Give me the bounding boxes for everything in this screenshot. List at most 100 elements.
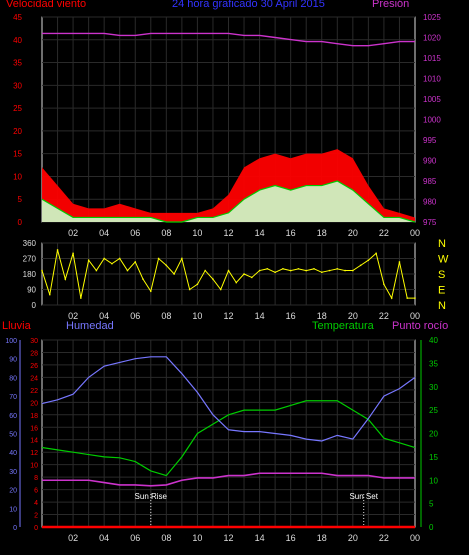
climate-x-tick: 10 xyxy=(192,533,202,543)
climate-x-tick: 00 xyxy=(410,533,420,543)
rain-y-tick: 24 xyxy=(30,375,38,382)
direction-x-tick: 22 xyxy=(379,311,389,321)
rain-y-tick: 14 xyxy=(30,438,38,445)
sun-event-label: Sun Rise xyxy=(135,492,168,501)
sun-event-label: Sun Set xyxy=(349,492,378,501)
wind-y-tick: 45 xyxy=(13,13,22,22)
direction-point xyxy=(297,268,300,270)
direction-point xyxy=(414,297,416,299)
direction-point xyxy=(235,281,237,284)
rain-y-tick: 28 xyxy=(30,350,38,357)
rain-y-tick: 6 xyxy=(34,488,38,495)
direction-point xyxy=(188,288,191,291)
temperature-y-tick: 0 xyxy=(429,523,434,532)
pressure-y-tick: 995 xyxy=(423,136,437,145)
direction-point xyxy=(289,269,292,272)
dewpoint-line xyxy=(42,472,415,487)
direction-x-tick: 12 xyxy=(223,311,233,321)
direction-point xyxy=(212,278,214,280)
humidity-y-tick: 0 xyxy=(13,525,17,532)
wind-y-tick: 25 xyxy=(13,104,22,113)
humidity-y-tick: 20 xyxy=(9,488,17,495)
temperature-y-tick: 20 xyxy=(429,430,438,439)
direction-point xyxy=(119,257,121,260)
humidity-y-tick: 90 xyxy=(9,357,17,364)
wind-average-area xyxy=(42,181,415,222)
humidity-y-tick: 70 xyxy=(9,394,17,401)
temperature-y-tick: 15 xyxy=(429,453,438,462)
direction-point xyxy=(41,269,43,272)
temperature-label: Temperatura xyxy=(312,320,374,332)
wind-y-tick: 40 xyxy=(13,36,22,45)
rain-y-tick: 8 xyxy=(34,475,38,482)
direction-point xyxy=(367,259,370,261)
direction-point xyxy=(64,278,67,280)
direction-point xyxy=(344,269,346,272)
compass-label: N xyxy=(438,300,446,312)
wind-y-tick: 5 xyxy=(18,195,23,204)
humidity-y-tick: 60 xyxy=(9,413,17,420)
direction-point xyxy=(243,273,245,275)
pressure-y-tick: 985 xyxy=(423,177,437,186)
humidity-y-tick: 30 xyxy=(9,469,17,476)
rain-label: Lluvia xyxy=(2,320,31,332)
climate-x-tick: 22 xyxy=(379,533,389,543)
direction-point xyxy=(398,261,401,263)
direction-x-tick: 08 xyxy=(161,311,171,321)
wind-y-tick: 15 xyxy=(13,150,22,159)
compass-label: W xyxy=(438,254,449,266)
direction-x-tick: 06 xyxy=(130,311,140,321)
direction-point xyxy=(95,269,98,272)
humidity-y-tick: 50 xyxy=(9,432,17,439)
rain-y-tick: 20 xyxy=(30,400,38,407)
humidity-y-tick: 40 xyxy=(9,450,17,457)
compass-label: S xyxy=(438,269,445,281)
temperature-line xyxy=(41,400,416,477)
direction-point xyxy=(173,273,175,275)
direction-y-tick: 360 xyxy=(23,239,37,248)
humidity-temperature-chart: 0246810121416182022242628300102030405060… xyxy=(5,336,438,543)
climate-x-tick: 16 xyxy=(286,533,296,543)
rain-y-tick: 2 xyxy=(34,513,38,520)
direction-point xyxy=(111,262,113,265)
direction-x-tick: 16 xyxy=(286,311,296,321)
rain-y-tick: 10 xyxy=(30,463,38,470)
wind-y-tick: 35 xyxy=(13,59,22,68)
direction-point xyxy=(134,261,136,263)
direction-point xyxy=(80,297,82,299)
direction-point xyxy=(142,278,144,280)
wind-x-tick: 08 xyxy=(161,228,171,238)
climate-x-tick: 18 xyxy=(317,533,327,543)
direction-x-tick: 18 xyxy=(317,311,327,321)
rain-y-tick: 26 xyxy=(30,363,38,370)
direction-point xyxy=(266,268,269,270)
direction-point xyxy=(321,271,323,273)
wind-x-tick: 06 xyxy=(130,228,140,238)
pressure-y-tick: 1020 xyxy=(423,34,441,43)
wind-speed-label: Velocidad viento xyxy=(6,0,87,10)
pressure-y-tick: 1025 xyxy=(423,13,441,22)
direction-y-tick: 90 xyxy=(27,286,36,295)
wind-y-tick: 0 xyxy=(18,218,23,227)
pressure-line xyxy=(42,32,415,47)
temperature-y-tick: 35 xyxy=(429,359,438,368)
wind-x-tick: 10 xyxy=(192,228,202,238)
direction-point xyxy=(383,283,385,286)
climate-x-tick: 04 xyxy=(99,533,109,543)
direction-point xyxy=(56,249,59,251)
wind-x-tick: 18 xyxy=(317,228,327,238)
direction-point xyxy=(305,269,307,272)
rain-y-tick: 30 xyxy=(30,338,38,345)
wind-x-tick: 02 xyxy=(68,228,78,238)
direction-x-tick: 10 xyxy=(192,311,202,321)
wind-y-tick: 20 xyxy=(13,127,22,136)
direction-x-tick: 00 xyxy=(410,311,420,321)
direction-point xyxy=(313,268,315,270)
direction-y-tick: 270 xyxy=(23,255,37,264)
direction-point xyxy=(204,269,206,272)
climate-x-tick: 20 xyxy=(348,533,358,543)
pressure-label: Presión xyxy=(372,0,410,10)
direction-point xyxy=(157,257,160,260)
direction-point xyxy=(227,269,230,272)
wind-x-tick: 04 xyxy=(99,228,109,238)
